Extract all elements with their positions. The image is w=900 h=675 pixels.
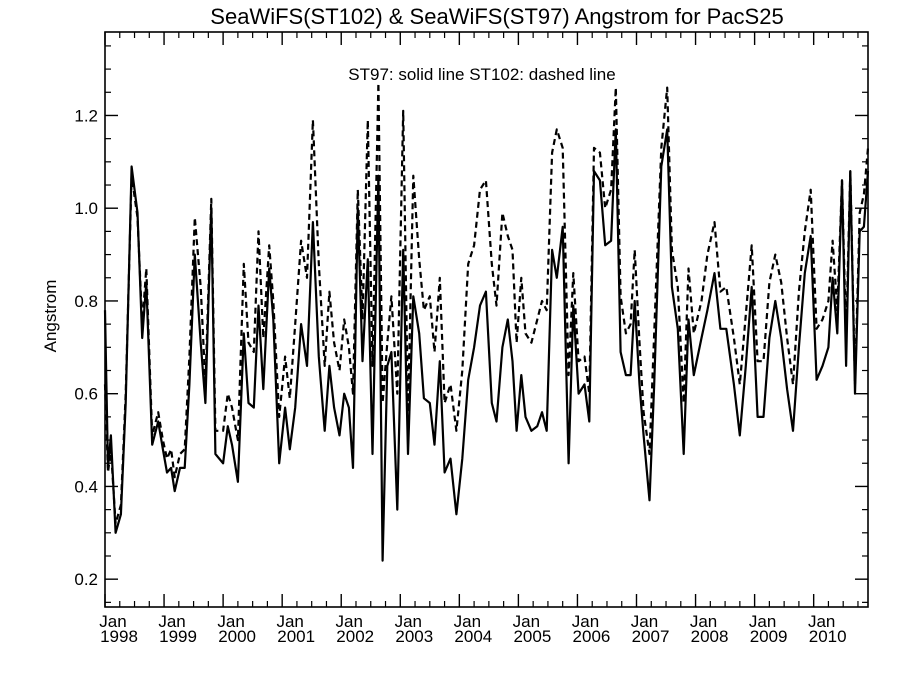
y-axis-label: Angstrom: [41, 280, 60, 353]
x-tick-year-label: 2005: [513, 627, 551, 646]
x-tick-year-label: 2007: [632, 627, 670, 646]
x-tick-month-label: Jan: [572, 612, 599, 631]
x-tick-month-label: Jan: [808, 612, 835, 631]
x-tick-month-label: Jan: [395, 612, 422, 631]
series-annotation: ST97: solid line ST102: dashed line: [348, 65, 615, 84]
x-tick-year-label: 2001: [277, 627, 315, 646]
y-tick-label: 0.4: [74, 477, 98, 496]
x-tick-year-label: 2006: [573, 627, 611, 646]
x-tick-year-label: 2009: [750, 627, 788, 646]
x-tick-year-label: 2003: [395, 627, 433, 646]
x-tick-month-label: Jan: [631, 612, 658, 631]
y-tick-label: 1.2: [74, 106, 98, 125]
x-tick-year-label: 2010: [809, 627, 847, 646]
series-line-st97: [103, 128, 870, 562]
x-tick-year-label: 1998: [100, 627, 138, 646]
x-tick-year-label: 2002: [336, 627, 374, 646]
x-tick-month-label: Jan: [513, 612, 540, 631]
x-tick-month-label: Jan: [690, 612, 717, 631]
x-tick-year-label: 2004: [454, 627, 492, 646]
x-tick-year-label: 1999: [159, 627, 197, 646]
x-tick-month-label: Jan: [454, 612, 481, 631]
y-tick-label: 0.8: [74, 292, 98, 311]
chart-title: SeaWiFS(ST102) & SeaWiFS(ST97) Angstrom …: [210, 4, 783, 29]
plot-area-frame: [104, 31, 869, 608]
x-tick-month-label: Jan: [276, 612, 303, 631]
x-tick-year-label: 2008: [691, 627, 729, 646]
x-tick-year-label: 2000: [218, 627, 256, 646]
tick-layer: 0.20.40.60.81.01.2Jan1998Jan1999Jan2000J…: [74, 32, 868, 646]
x-tick-month-label: Jan: [336, 612, 363, 631]
series-layer: [103, 81, 870, 562]
y-tick-label: 1.0: [74, 199, 98, 218]
x-tick-month-label: Jan: [158, 612, 185, 631]
series-line-st102: [103, 81, 870, 525]
y-tick-label: 0.6: [74, 385, 98, 404]
x-tick-month-label: Jan: [99, 612, 126, 631]
x-tick-month-label: Jan: [749, 612, 776, 631]
x-tick-month-label: Jan: [217, 612, 244, 631]
y-tick-label: 0.2: [74, 570, 98, 589]
